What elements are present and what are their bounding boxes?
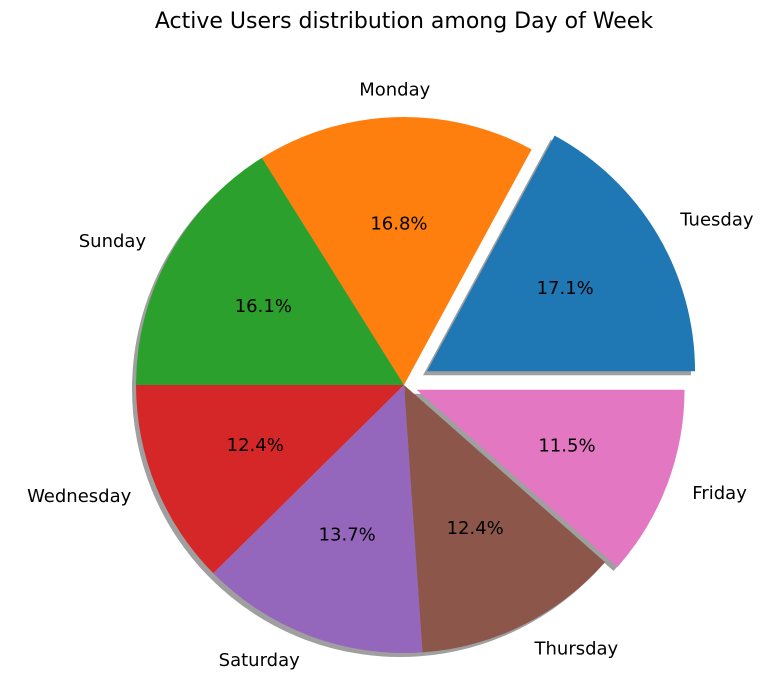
pie-slice-friday bbox=[416, 389, 685, 567]
slice-label-monday: Monday bbox=[359, 79, 430, 100]
slice-label-saturday: Saturday bbox=[219, 650, 300, 671]
pct-label-tuesday: 17.1% bbox=[537, 278, 594, 299]
pct-label-saturday: 13.7% bbox=[319, 524, 376, 545]
pct-label-thursday: 12.4% bbox=[447, 518, 504, 539]
slice-layer bbox=[136, 117, 696, 653]
pie-slice-tuesday bbox=[427, 135, 696, 372]
pct-label-sunday: 16.1% bbox=[235, 296, 292, 317]
slice-label-sunday: Sunday bbox=[79, 231, 147, 252]
pct-label-wednesday: 12.4% bbox=[227, 435, 284, 456]
slice-label-wednesday: Wednesday bbox=[27, 486, 132, 507]
slice-label-thursday: Thursday bbox=[534, 638, 619, 659]
pie-slice-saturday bbox=[213, 385, 423, 653]
pct-label-friday: 11.5% bbox=[538, 436, 595, 457]
label-layer: Tuesday 17.1% Monday 16.8% Sunday 16.1% Wednes… bbox=[27, 79, 754, 670]
pie-slice-sunday bbox=[136, 157, 404, 385]
pie-slice-thursday bbox=[404, 385, 606, 653]
slice-label-friday: Friday bbox=[692, 483, 747, 504]
chart-title: Active Users distribution among Day of W… bbox=[155, 9, 653, 34]
slice-label-tuesday: Tuesday bbox=[679, 209, 754, 230]
pie-slice-wednesday bbox=[136, 385, 404, 574]
pie-slice-monday bbox=[261, 117, 532, 386]
pct-label-monday: 16.8% bbox=[370, 213, 427, 234]
